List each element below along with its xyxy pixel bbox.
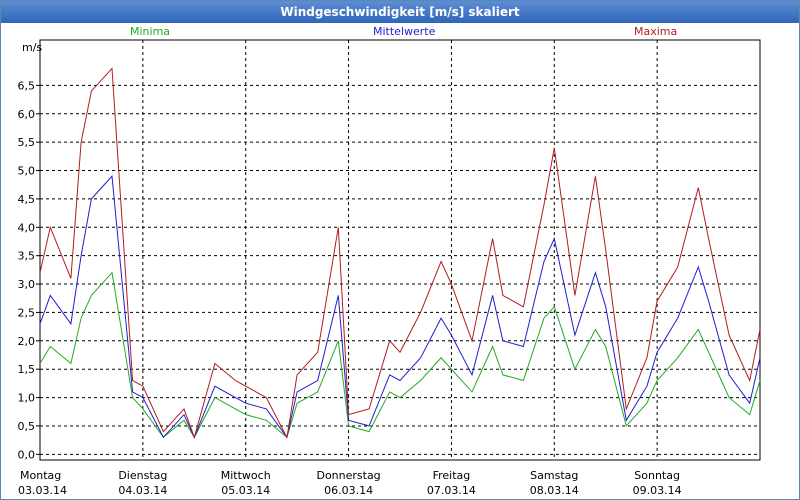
y-tick-label: 0,0 bbox=[18, 448, 36, 461]
x-tick-day: Donnerstag bbox=[316, 469, 380, 482]
x-tick-day: Freitag bbox=[433, 469, 471, 482]
y-tick-label: 6,0 bbox=[18, 108, 36, 121]
series-line-maxima bbox=[39, 67, 761, 439]
y-tick-label: 4,0 bbox=[18, 221, 36, 234]
legend-minima: Minima bbox=[130, 25, 170, 38]
x-tick-day: Mittwoch bbox=[221, 469, 271, 482]
legend-maxima: Maxima bbox=[634, 25, 677, 38]
x-tick-day: Sonntag bbox=[634, 469, 680, 482]
x-tick-date: 07.03.14 bbox=[427, 484, 476, 497]
x-tick-date: 09.03.14 bbox=[633, 484, 682, 497]
x-tick-date: 05.03.14 bbox=[221, 484, 270, 497]
y-tick-label: 2,0 bbox=[18, 335, 36, 348]
y-tick-label: 0,5 bbox=[18, 420, 36, 433]
x-tick-date: 04.03.14 bbox=[118, 484, 167, 497]
window-title: Windgeschwindigkeit [m/s] skaliert bbox=[1, 1, 799, 23]
y-axis-label: m/s bbox=[22, 41, 42, 54]
y-tick-label: 1,0 bbox=[18, 392, 36, 405]
y-tick-label: 5,5 bbox=[18, 136, 36, 149]
x-tick-date: 06.03.14 bbox=[324, 484, 373, 497]
series-line-minima bbox=[39, 271, 761, 439]
x-tick-day: Dienstag bbox=[118, 469, 167, 482]
y-tick-label: 3,0 bbox=[18, 278, 36, 291]
plot-area bbox=[39, 39, 761, 461]
y-tick-label: 3,5 bbox=[18, 250, 36, 263]
y-tick-label: 4,5 bbox=[18, 193, 36, 206]
x-tick-day: Samstag bbox=[530, 469, 578, 482]
grid-lines bbox=[40, 40, 760, 460]
y-tick-label: 5,0 bbox=[18, 165, 36, 178]
series-lines bbox=[39, 67, 761, 439]
x-axis-ticks: Montag 03.03.14 Dienstag 04.03.14 Mittwoch 05… bbox=[18, 469, 682, 497]
x-tick-date: 08.03.14 bbox=[530, 484, 579, 497]
x-tick-day: Montag bbox=[20, 469, 61, 482]
x-tick-date: 03.03.14 bbox=[18, 484, 67, 497]
series-line-mittelwerte bbox=[39, 175, 761, 439]
y-tick-label: 2,5 bbox=[18, 306, 36, 319]
y-tick-label: 6,5 bbox=[18, 79, 36, 92]
y-axis-ticks: 0,0 0,5 1,0 1,5 2,0 2,5 3,0 3,5 4,0 4,5 5,0 5,5 6,0 6… bbox=[18, 79, 40, 461]
y-tick-label: 1,5 bbox=[18, 363, 36, 376]
legend-mittelwerte: Mittelwerte bbox=[373, 25, 436, 38]
